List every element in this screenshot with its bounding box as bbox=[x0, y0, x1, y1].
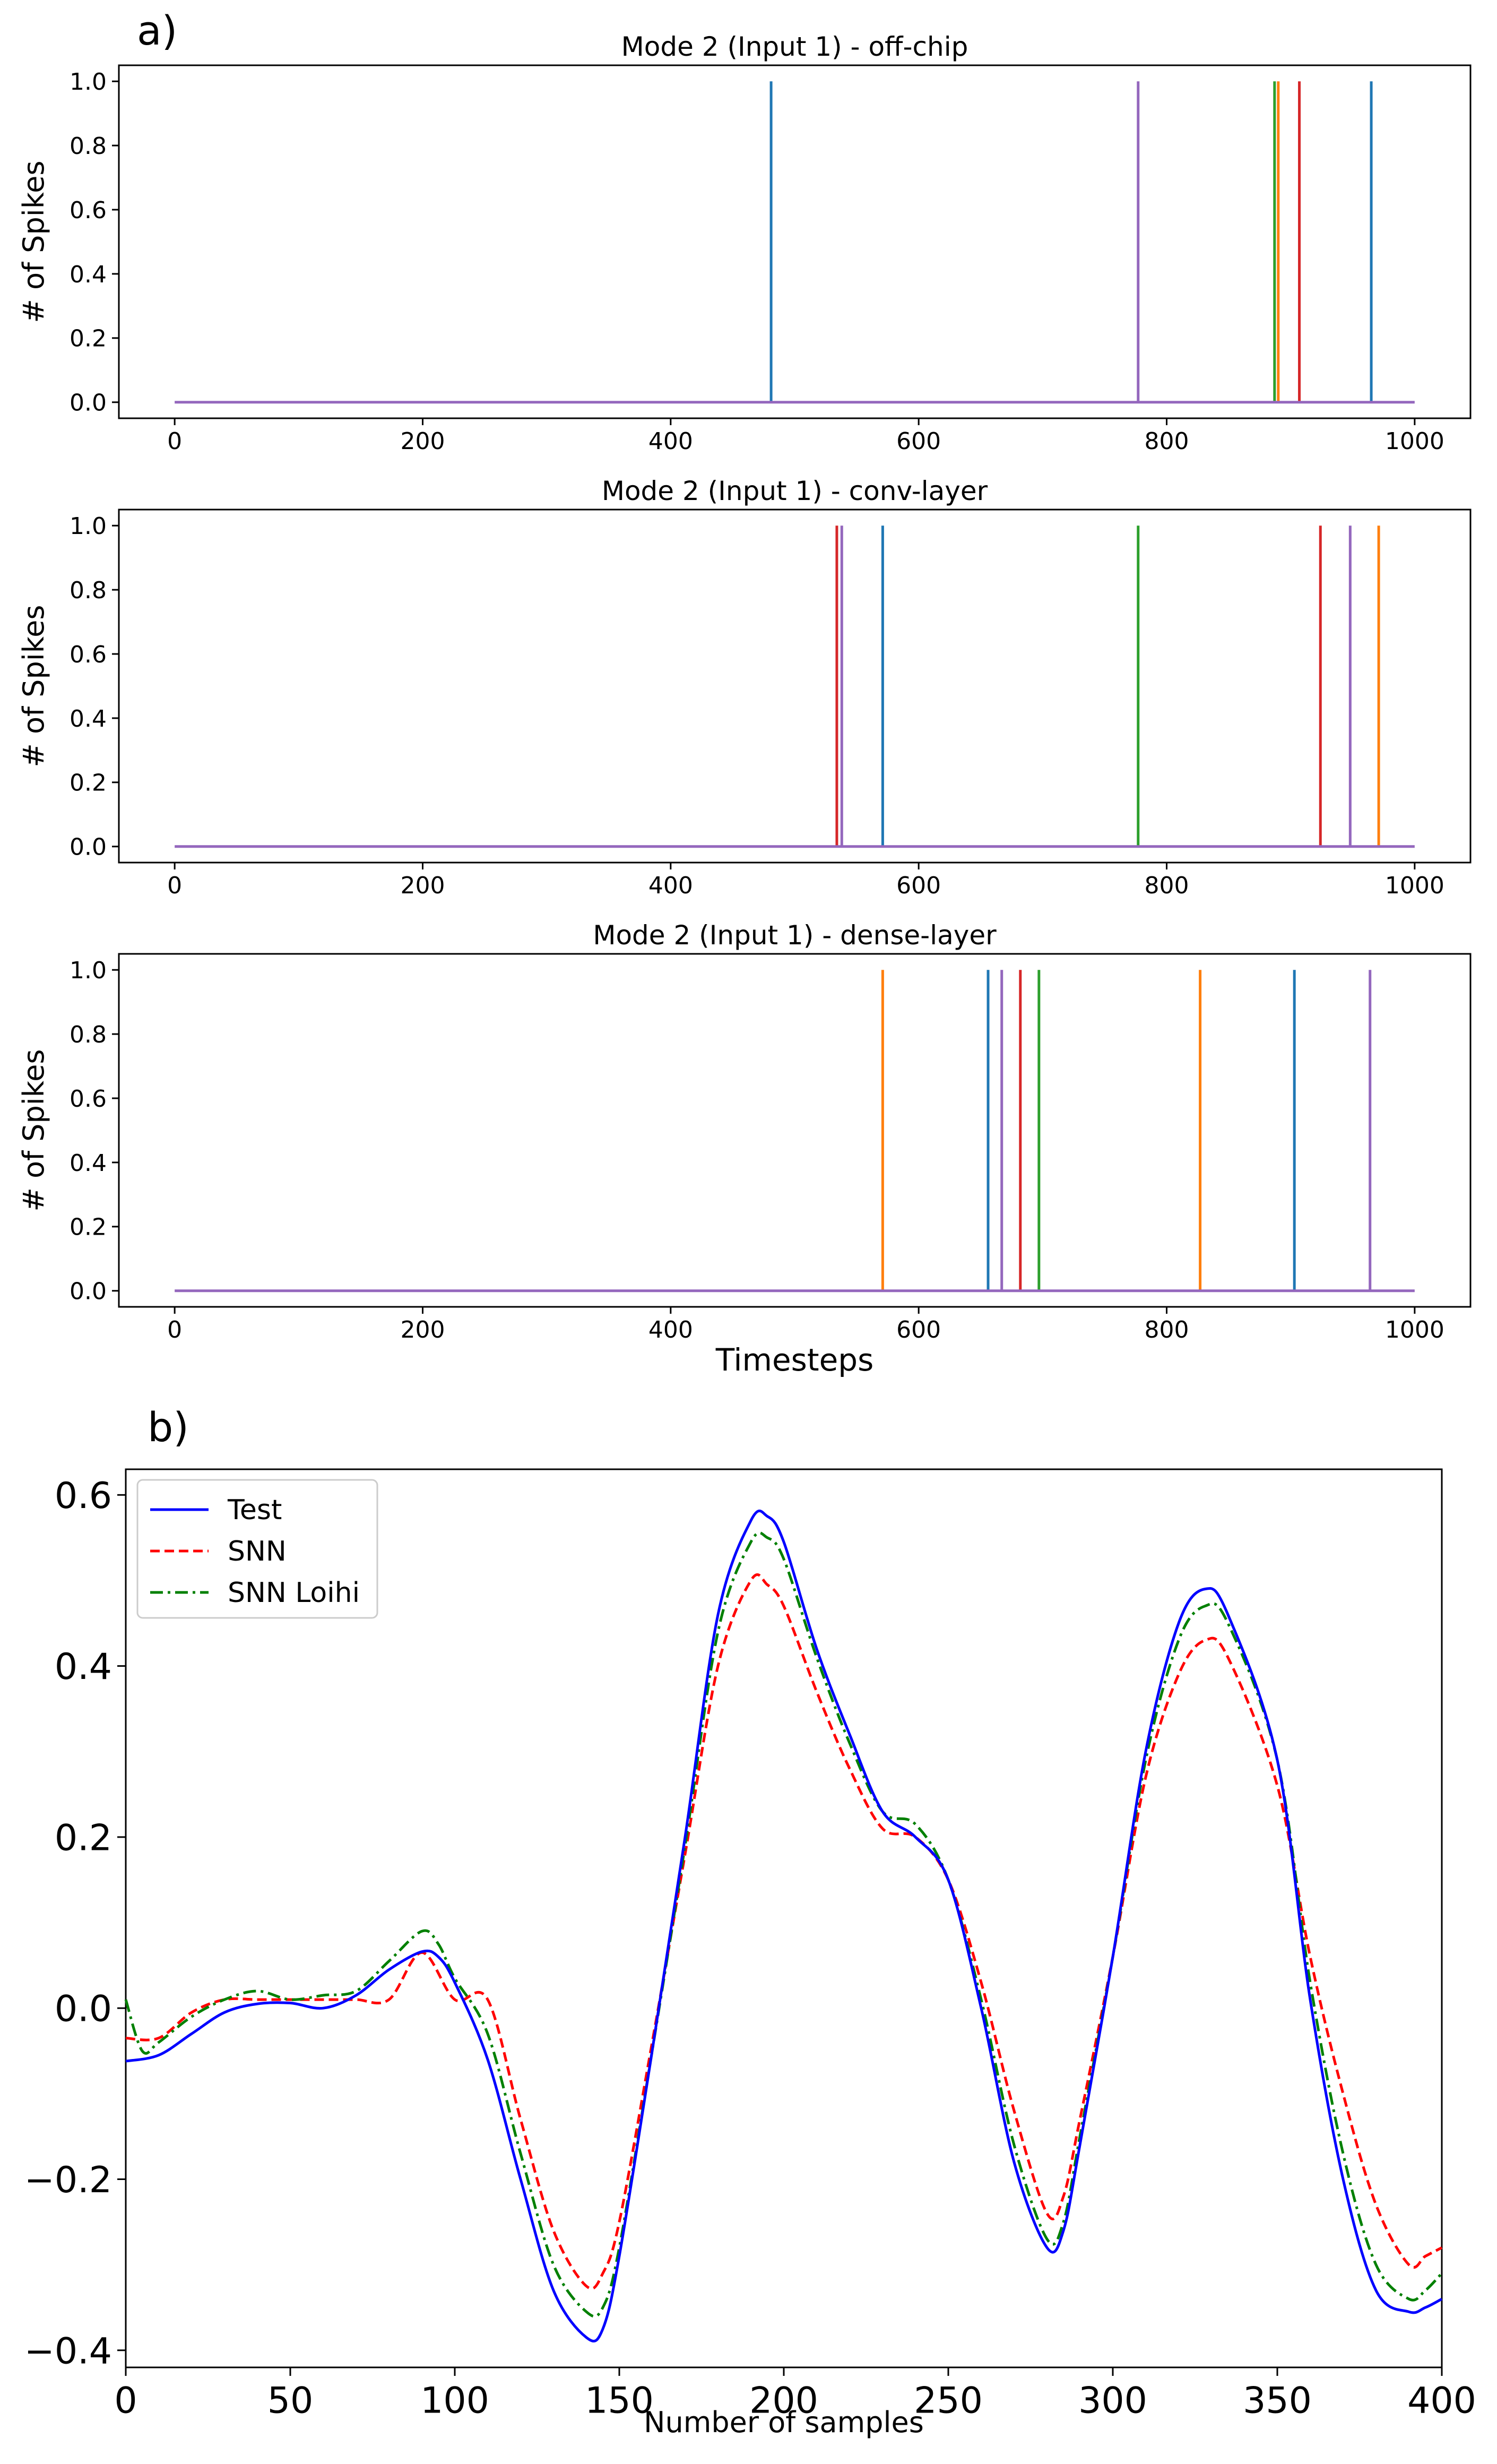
y-tick-label: 0.6 bbox=[55, 1475, 112, 1517]
panel-a-label: a) bbox=[137, 7, 177, 54]
x-tick-label: 1000 bbox=[1385, 1316, 1444, 1343]
x-tick-label: 600 bbox=[896, 428, 941, 455]
y-tick-label: 0.0 bbox=[70, 390, 107, 417]
y-tick-label: 0.4 bbox=[55, 1646, 112, 1688]
y-axis-label: # of Spikes bbox=[17, 605, 50, 768]
y-tick-label: 0.0 bbox=[55, 1988, 112, 2030]
y-tick-label: 0.4 bbox=[70, 1150, 107, 1177]
x-tick-label: 400 bbox=[1407, 2380, 1476, 2422]
y-tick-label: 0.8 bbox=[70, 577, 107, 604]
x-tick-label: 50 bbox=[267, 2380, 314, 2422]
chart-title: Mode 2 (Input 1) - dense-layer bbox=[593, 920, 997, 951]
y-tick-label: 0.2 bbox=[70, 1214, 107, 1241]
x-tick-label: 250 bbox=[914, 2380, 983, 2422]
x-tick-label: 1000 bbox=[1385, 428, 1444, 455]
y-axis-label: # of Spikes bbox=[17, 1049, 50, 1212]
legend-box bbox=[136, 1479, 378, 1619]
series-line-snn-loihi bbox=[124, 1531, 1443, 2318]
x-tick-label: 800 bbox=[1145, 1316, 1189, 1343]
charts-group: 0 200 400 600 800 10000.00.20.40.60.81.0Mode … bbox=[17, 31, 1476, 2439]
x-tick-label: 400 bbox=[648, 872, 693, 899]
series-line-snn bbox=[125, 1573, 1443, 2290]
y-tick-label: 0.6 bbox=[70, 641, 107, 668]
x-tick-label: 100 bbox=[420, 2380, 489, 2422]
y-tick-label: 0.6 bbox=[70, 1085, 107, 1113]
x-axis-label: Timesteps bbox=[715, 1342, 874, 1378]
series-line-test bbox=[125, 1510, 1443, 2343]
x-tick-label: 0 bbox=[167, 428, 182, 455]
y-tick-label: 1.0 bbox=[70, 68, 107, 96]
x-tick-label: 600 bbox=[896, 1316, 941, 1343]
chart-title: Mode 2 (Input 1) - conv-layer bbox=[602, 476, 988, 506]
chart-title: Mode 2 (Input 1) - off-chip bbox=[621, 31, 968, 62]
y-tick-label: 1.0 bbox=[70, 513, 107, 540]
plot-frame-0 bbox=[118, 64, 1472, 419]
y-tick-label: 0.6 bbox=[70, 197, 107, 224]
y-tick-label: 0.4 bbox=[70, 705, 107, 733]
x-tick-label: 1000 bbox=[1385, 872, 1444, 899]
y-tick-label: 0.0 bbox=[70, 834, 107, 861]
x-tick-label: 200 bbox=[400, 872, 445, 899]
y-tick-label: −0.2 bbox=[24, 2159, 112, 2201]
spike-series-group bbox=[175, 970, 1415, 1293]
y-tick-label: 0.4 bbox=[70, 261, 107, 288]
y-tick-label: −0.4 bbox=[24, 2330, 112, 2372]
legend-label: SNN bbox=[228, 1536, 287, 1567]
x-tick-label: 200 bbox=[400, 428, 445, 455]
legend-label: Test bbox=[227, 1494, 282, 1526]
panel-b-label: b) bbox=[148, 1403, 189, 1451]
x-tick-label: 350 bbox=[1243, 2380, 1312, 2422]
y-tick-label: 0.2 bbox=[55, 1817, 112, 1859]
x-tick-label: 0 bbox=[114, 2380, 137, 2422]
x-axis-label: Number of samples bbox=[644, 2406, 924, 2439]
x-tick-label: 400 bbox=[648, 428, 693, 455]
plot-frame-2 bbox=[118, 953, 1472, 1308]
y-tick-label: 0.8 bbox=[70, 1021, 107, 1048]
x-tick-label: 150 bbox=[585, 2380, 654, 2422]
y-tick-label: 0.2 bbox=[70, 770, 107, 797]
x-tick-label: 0 bbox=[167, 872, 182, 899]
x-tick-label: 200 bbox=[749, 2380, 818, 2422]
spike-series-group bbox=[175, 525, 1415, 848]
y-axis-label: # of Spikes bbox=[17, 161, 50, 323]
y-tick-label: 0.2 bbox=[70, 325, 107, 352]
x-tick-label: 0 bbox=[167, 1316, 182, 1343]
x-tick-label: 300 bbox=[1078, 2380, 1147, 2422]
y-tick-label: 0.0 bbox=[70, 1278, 107, 1305]
plot-frame-1 bbox=[118, 509, 1472, 864]
x-tick-label: 400 bbox=[648, 1316, 693, 1343]
legend-label: SNN Loihi bbox=[228, 1577, 360, 1609]
x-tick-label: 800 bbox=[1145, 872, 1189, 899]
x-tick-label: 200 bbox=[400, 1316, 445, 1343]
spike-series-group bbox=[175, 81, 1415, 404]
x-tick-label: 600 bbox=[896, 872, 941, 899]
y-tick-label: 1.0 bbox=[70, 957, 107, 984]
x-tick-label: 800 bbox=[1145, 428, 1189, 455]
y-tick-label: 0.8 bbox=[70, 133, 107, 160]
